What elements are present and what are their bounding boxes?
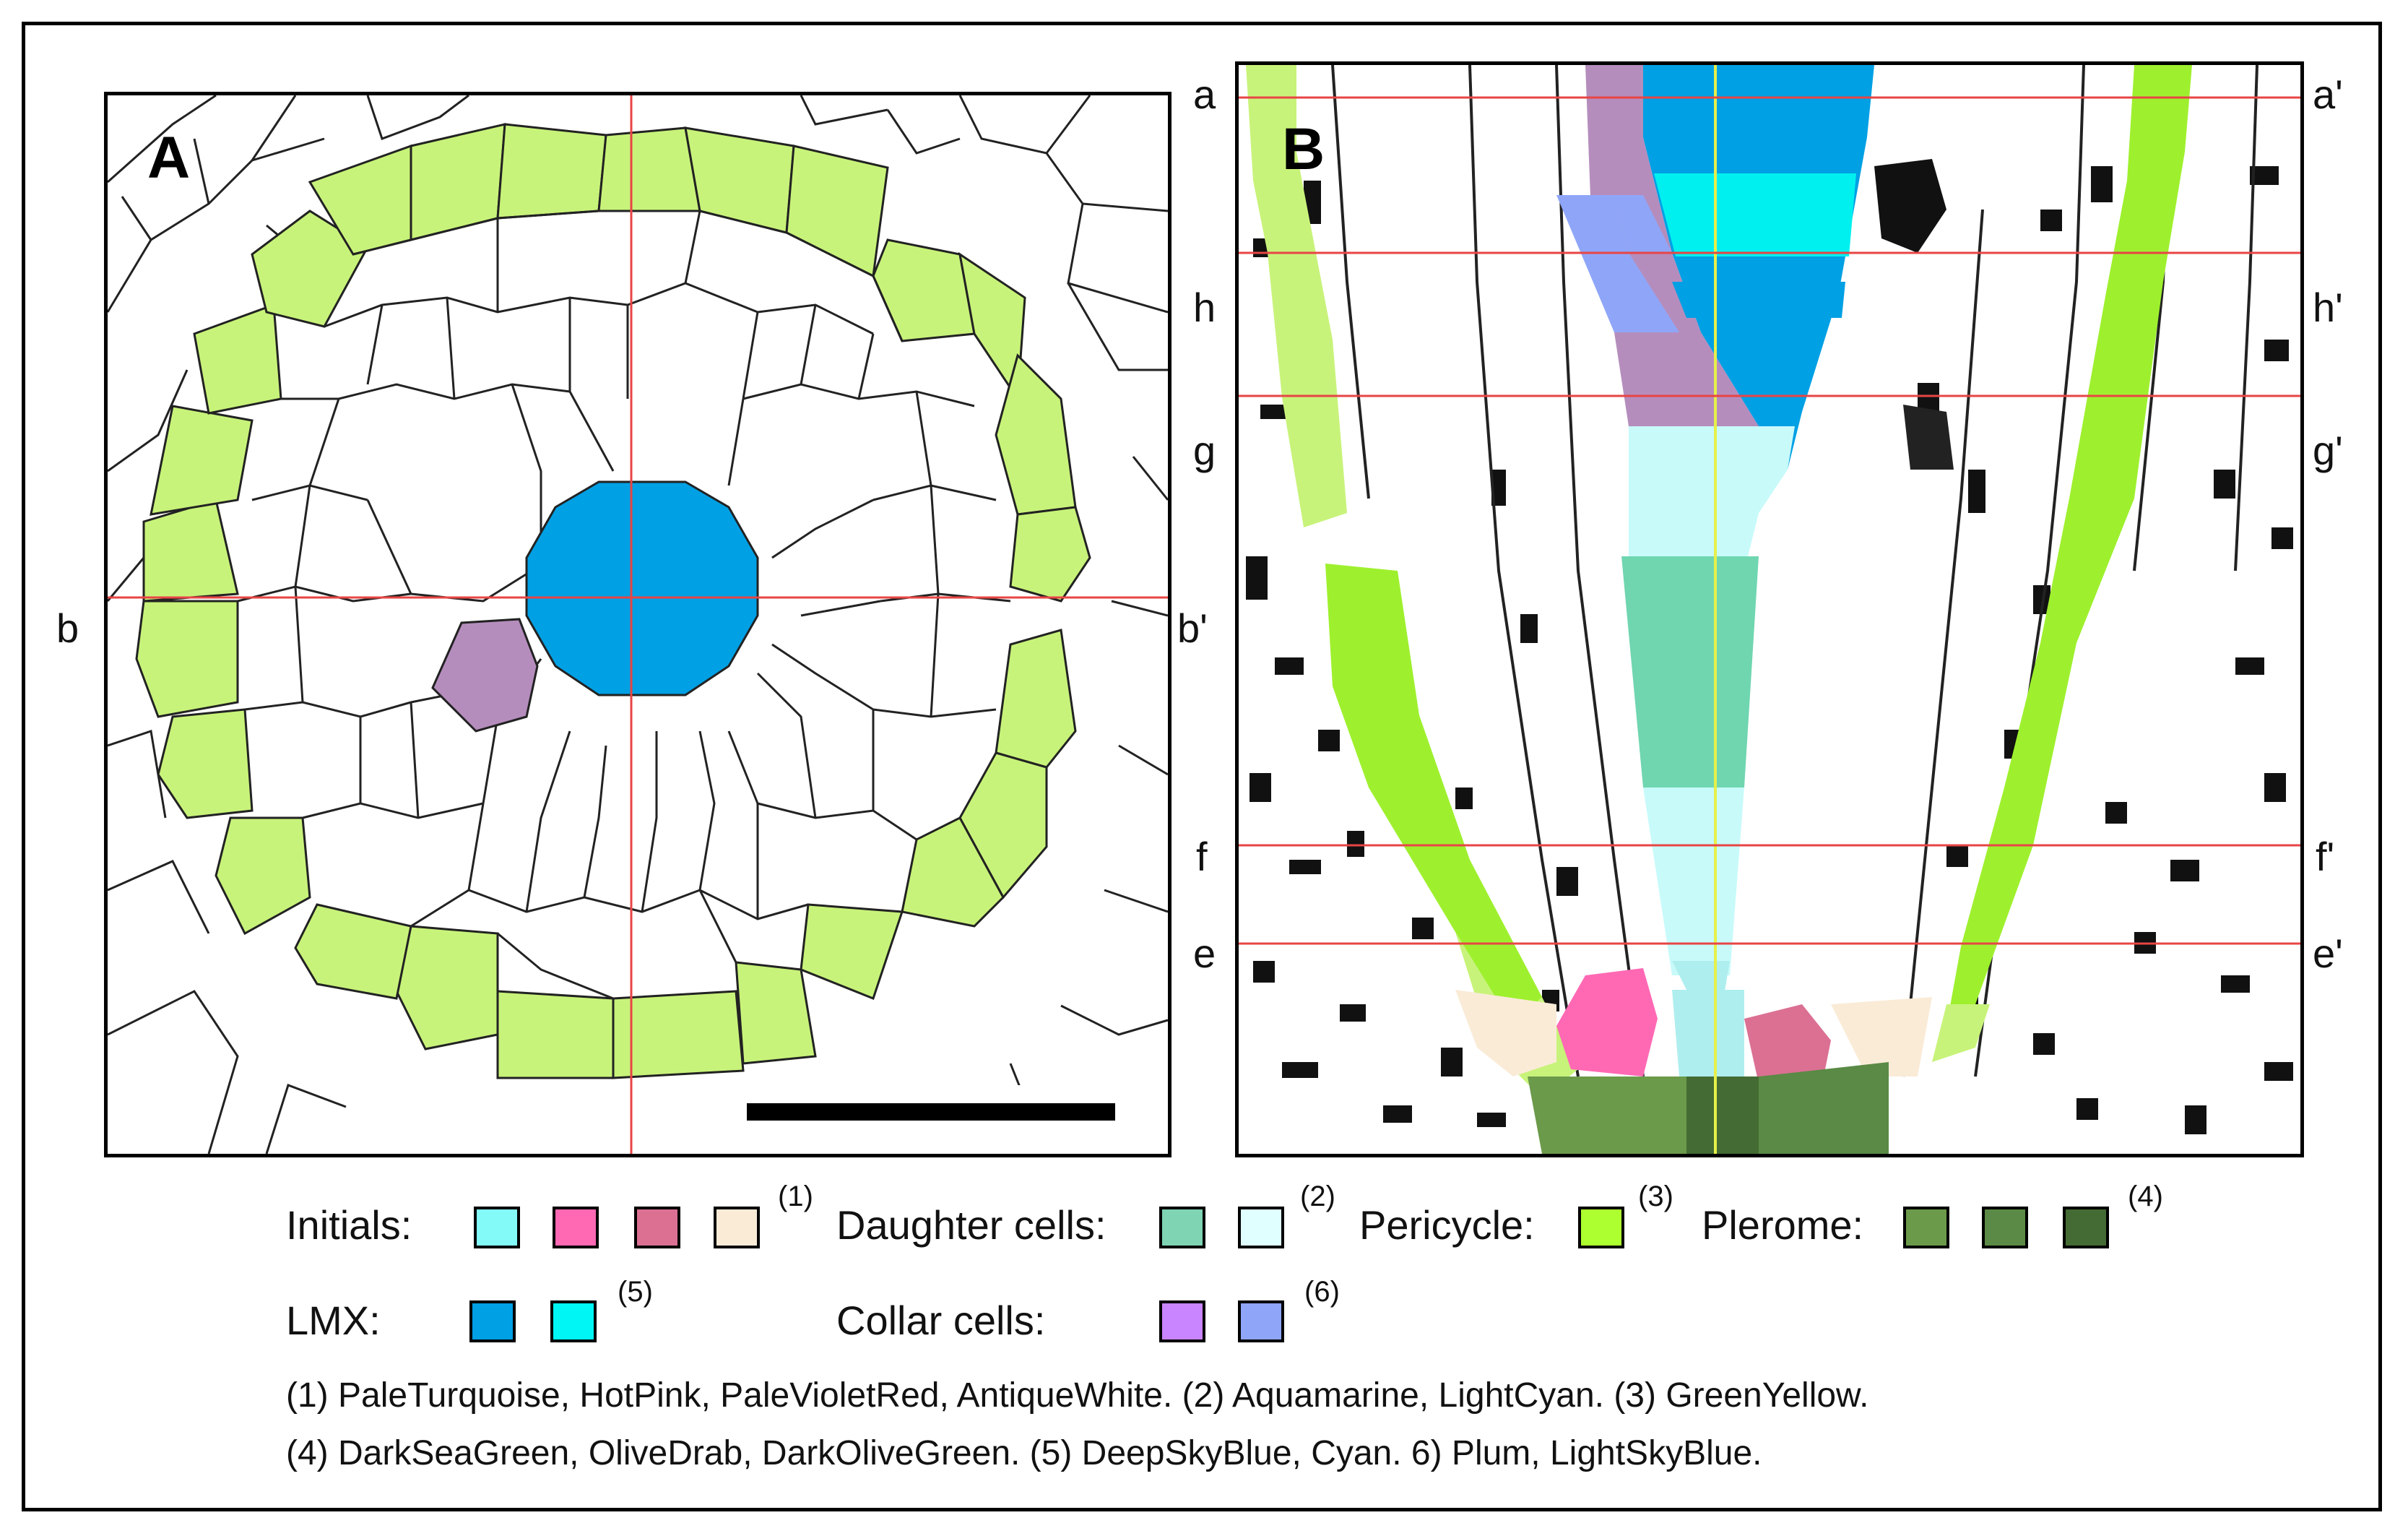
legend-collar-note: (6) [1304, 1276, 1340, 1308]
marker-h-left: h [1193, 285, 1216, 330]
panel-b-longitudinal-section [1239, 65, 2300, 1154]
legend-daughter-label: Daughter cells: [836, 1202, 1106, 1248]
inner-cell-walls [237, 210, 1011, 1000]
collar-cells-light-blue-2 [1614, 195, 1672, 253]
marker-g-right: g' [2313, 428, 2343, 473]
initial-antique-white-right [1831, 997, 1932, 1077]
color-note-line-1: (1) PaleTurquoise, HotPink, PaleVioletRe… [286, 1376, 1869, 1415]
marker-h-right: h' [2313, 285, 2343, 330]
swatch-initials-1 [474, 1207, 520, 1248]
pericycle-left-lower [1325, 564, 1542, 1026]
legend-initials-note: (1) [778, 1181, 813, 1212]
collar-cells-light-blue [1556, 195, 1679, 332]
plerome-olive-drab [1759, 1062, 1889, 1154]
swatch-collar-1 [1159, 1300, 1205, 1342]
marker-e-left: e [1193, 931, 1216, 976]
pericycle-right-base [1932, 1004, 1990, 1062]
color-note-line-2: (4) DarkSeaGreen, OliveDrab, DarkOliveGr… [286, 1434, 1762, 1472]
pericycle-left-upper [1246, 65, 1347, 527]
lmx-band-2 [1672, 282, 1845, 318]
marker-a-right: a' [2313, 72, 2343, 117]
figure-frame [22, 22, 2382, 1511]
marker-b-right: b' [1177, 605, 1208, 651]
collar-cell [431, 618, 539, 733]
swatch-daughter-2 [1238, 1207, 1284, 1248]
swatch-lmx-2 [550, 1300, 597, 1342]
plerome-dark-olive-green [1686, 1077, 1759, 1154]
panel-a-label: A [147, 125, 191, 191]
marker-f-right: f' [2316, 834, 2335, 879]
initial-hot-pink [1556, 968, 1658, 1077]
swatch-plerome-3 [2063, 1207, 2109, 1248]
swatch-collar-2 [1238, 1300, 1284, 1342]
panel-b: B [1235, 61, 2304, 1157]
swatch-initials-3 [634, 1207, 680, 1248]
legend-lmx-label: LMX: [286, 1298, 381, 1343]
dark-blob-2 [1903, 405, 1954, 470]
panel-b-label: B [1282, 116, 1325, 182]
scale-bar [747, 1103, 1115, 1121]
plerome-dark-sea-green [1528, 1077, 1686, 1154]
legend-pericycle-note: (3) [1638, 1181, 1673, 1212]
swatch-plerome-1 [1903, 1207, 1949, 1248]
panel-a: A [104, 92, 1171, 1157]
collar-cells-upper [1585, 65, 1759, 426]
legend-plerome-note: (4) [2128, 1181, 2163, 1212]
daughter-aquamarine [1621, 556, 1759, 788]
marker-e-right: e' [2313, 931, 2343, 976]
swatch-pericycle-1 [1578, 1207, 1624, 1248]
legend-plerome-label: Plerome: [1702, 1202, 1864, 1248]
swatch-initials-2 [553, 1207, 599, 1248]
swatch-plerome-2 [1982, 1207, 2028, 1248]
marker-a-left: a [1193, 72, 1216, 117]
section-lines [1239, 96, 2300, 945]
marker-g-left: g [1193, 428, 1216, 473]
panel-a-cell-map [108, 95, 1168, 1154]
swatch-daughter-1 [1159, 1207, 1205, 1248]
pericycle-ring [135, 123, 1091, 1079]
swatch-lmx-1 [469, 1300, 516, 1342]
lmx-cyan-band [1654, 173, 1856, 256]
marker-f-left: f [1196, 834, 1208, 879]
pericycle-right [1946, 65, 2192, 1026]
swatch-initials-4 [714, 1207, 760, 1248]
legend-initials-label: Initials: [286, 1202, 412, 1248]
initial-antique-white-left [1455, 990, 1556, 1077]
marker-b-left: b [56, 605, 79, 651]
initial-pale-violet-red [1744, 1004, 1831, 1084]
legend-daughter-note: (2) [1300, 1181, 1335, 1212]
legend-collar-label: Collar cells: [836, 1298, 1046, 1343]
daughter-light-cyan-lower [1643, 788, 1744, 975]
legend-pericycle-label: Pericycle: [1359, 1202, 1535, 1248]
dark-blob [1874, 159, 1946, 253]
lmx-center-cell [525, 480, 759, 696]
daughter-light-cyan-upper [1629, 426, 1795, 571]
legend-lmx-note: (5) [618, 1276, 653, 1308]
lmx-cone [1643, 65, 1874, 470]
initial-pale-turquoise-base [1672, 990, 1744, 1077]
